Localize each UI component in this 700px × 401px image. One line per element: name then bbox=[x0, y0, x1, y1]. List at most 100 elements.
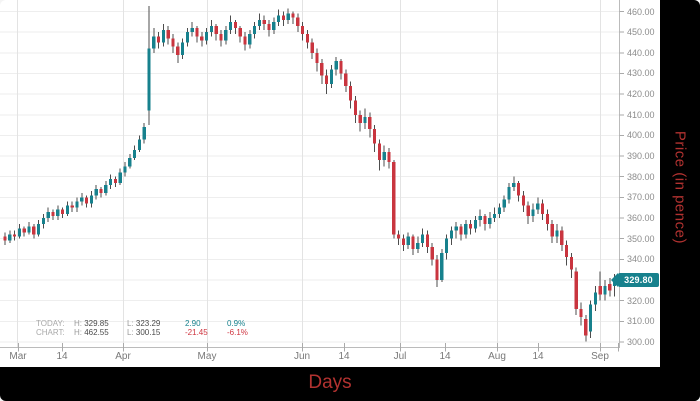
y-axis-label: 420.00 bbox=[627, 89, 655, 100]
candle-down bbox=[113, 178, 117, 183]
candle-down bbox=[387, 151, 391, 163]
x-axis-label: Sep bbox=[591, 351, 609, 362]
candle-up bbox=[209, 25, 213, 33]
candle-up bbox=[248, 34, 252, 45]
candle-up bbox=[589, 304, 593, 332]
candle-down bbox=[291, 13, 295, 18]
x-axis-label: May bbox=[197, 351, 217, 362]
candlestick-plot[interactable] bbox=[0, 0, 640, 354]
candle-down bbox=[517, 182, 521, 196]
chart-high-prefix: H: bbox=[74, 328, 82, 337]
candle-up bbox=[152, 36, 156, 49]
price-summary-legend: TODAY: H: 329.85 L: 323.29 2.90 0.9% CHART: H… bbox=[36, 319, 248, 337]
candle-up bbox=[329, 69, 333, 84]
candle-up bbox=[137, 139, 141, 150]
current-price-value: 329.80 bbox=[624, 275, 653, 286]
candle-up bbox=[493, 213, 497, 218]
x-axis-label: 14 bbox=[439, 351, 451, 362]
y-axis-label: 320.00 bbox=[627, 295, 655, 306]
y-axis-label: 340.00 bbox=[627, 254, 655, 265]
candle-down bbox=[368, 116, 372, 130]
candle-up bbox=[277, 15, 281, 22]
candle-down bbox=[377, 143, 381, 161]
x-axis-label: Jul bbox=[393, 351, 407, 362]
candle-up bbox=[118, 172, 122, 183]
candle-down bbox=[425, 234, 429, 247]
x-axis-label: Aug bbox=[488, 351, 506, 362]
candle-down bbox=[598, 286, 602, 295]
y-axis-title-strip: Price (in pence) bbox=[660, 0, 700, 401]
y-axis-label: 410.00 bbox=[627, 109, 655, 120]
candle-up bbox=[109, 178, 113, 185]
candle-up bbox=[502, 199, 506, 208]
candle-up bbox=[555, 230, 559, 237]
today-label: TODAY: bbox=[36, 319, 65, 328]
candle-up bbox=[382, 151, 386, 161]
candle-down bbox=[267, 23, 271, 31]
candle-down bbox=[85, 197, 89, 204]
candle-up bbox=[142, 127, 146, 140]
y-axis-label: 440.00 bbox=[627, 47, 655, 58]
candle-down bbox=[584, 319, 588, 336]
candle-up bbox=[363, 116, 367, 124]
candle-down bbox=[171, 38, 175, 47]
candle-up bbox=[473, 220, 477, 229]
candle-up bbox=[37, 224, 41, 235]
candle-up bbox=[65, 205, 69, 214]
x-axis-label: 14 bbox=[56, 351, 68, 362]
candle-up bbox=[440, 253, 444, 280]
candle-down bbox=[565, 244, 569, 258]
candle-up bbox=[128, 158, 132, 167]
candle-up bbox=[56, 209, 60, 216]
candle-down bbox=[411, 236, 415, 249]
candle-up bbox=[185, 32, 189, 43]
candle-down bbox=[579, 308, 583, 318]
candle-down bbox=[262, 19, 266, 24]
candle-down bbox=[521, 195, 525, 206]
candle-up bbox=[286, 13, 290, 20]
candle-down bbox=[435, 259, 439, 280]
candle-up bbox=[205, 32, 209, 41]
y-axis-label: 380.00 bbox=[627, 171, 655, 182]
y-axis-label: 310.00 bbox=[627, 316, 655, 327]
candle-up bbox=[104, 184, 108, 194]
chart-high-value: 462.55 bbox=[84, 328, 109, 337]
candle-down bbox=[214, 25, 218, 35]
today-high-value: 329.85 bbox=[84, 319, 109, 328]
candle-up bbox=[253, 25, 257, 35]
chart-low-value: 300.15 bbox=[135, 328, 161, 337]
y-axis-label: 430.00 bbox=[627, 68, 655, 79]
candle-up bbox=[94, 189, 98, 196]
candle-down bbox=[344, 73, 348, 86]
candle-up bbox=[454, 226, 458, 231]
candle-down bbox=[13, 234, 17, 237]
candle-down bbox=[296, 17, 300, 26]
x-axis-label: 14 bbox=[338, 351, 350, 362]
candle-up bbox=[531, 209, 535, 216]
candle-down bbox=[200, 36, 204, 41]
candle-down bbox=[32, 226, 36, 235]
y-axis-label: 460.00 bbox=[627, 6, 655, 17]
candle-up bbox=[41, 218, 45, 225]
candle-up bbox=[89, 195, 93, 204]
candle-up bbox=[257, 19, 261, 26]
price-tag-arrow-icon bbox=[611, 273, 618, 288]
y-axis-label: 360.00 bbox=[627, 213, 655, 223]
candle-down bbox=[392, 162, 396, 235]
candle-down bbox=[574, 271, 578, 309]
candle-down bbox=[401, 238, 405, 245]
today-stats-row: TODAY: H: 329.85 L: 323.29 2.90 0.9% bbox=[36, 319, 248, 328]
candle-up bbox=[224, 30, 228, 41]
x-axis-title: Days bbox=[308, 372, 352, 393]
candle-down bbox=[195, 28, 199, 37]
candle-down bbox=[99, 189, 103, 194]
candle-up bbox=[449, 230, 453, 239]
today-change: 2.90 bbox=[185, 319, 201, 328]
candle-down bbox=[353, 100, 357, 115]
today-low-prefix: L: bbox=[127, 319, 134, 328]
candle-up bbox=[334, 61, 338, 70]
candle-down bbox=[243, 36, 247, 45]
candle-down bbox=[70, 205, 74, 208]
candle-down bbox=[320, 63, 324, 76]
